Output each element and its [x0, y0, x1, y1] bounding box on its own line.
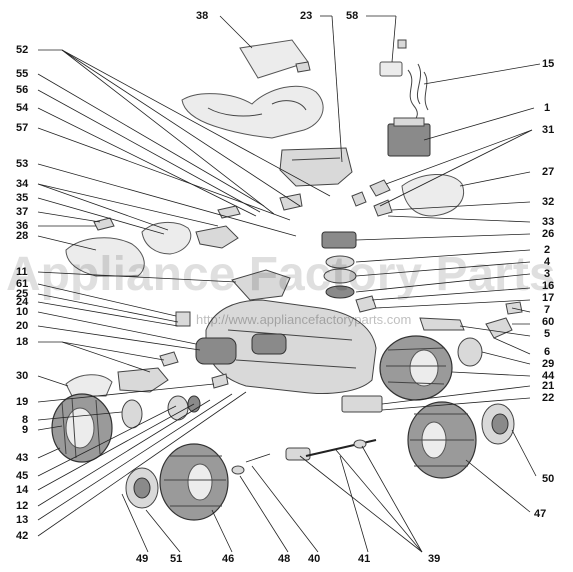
- callout-28: 28: [16, 230, 28, 242]
- headlight-shroud: [401, 173, 464, 217]
- callout-17: 17: [542, 292, 554, 304]
- callout-40: 40: [308, 553, 320, 565]
- callout-54: 54: [16, 102, 29, 114]
- callout-27: 27: [542, 166, 554, 178]
- callout-7: 7: [544, 304, 550, 316]
- callout-42: 42: [16, 530, 28, 542]
- callout-60: 60: [542, 316, 554, 328]
- battery: [387, 123, 431, 157]
- callout-labels: 38 23 58 15 1 31 27 32 33 26 2 4 3 16 17…: [16, 10, 555, 565]
- main-chassis: [205, 299, 377, 394]
- callout-31: 31: [542, 124, 554, 136]
- callout-57: 57: [16, 122, 28, 134]
- callout-15: 15: [542, 58, 554, 70]
- callout-41: 41: [358, 553, 370, 565]
- callout-21: 21: [542, 380, 554, 392]
- callout-9: 9: [22, 424, 28, 436]
- left-rear-fender: [141, 222, 192, 255]
- callout-55: 55: [16, 68, 28, 80]
- callout-2: 2: [544, 244, 550, 256]
- callout-6: 6: [544, 346, 550, 358]
- callout-19: 19: [16, 396, 28, 408]
- callout-10: 10: [16, 306, 28, 318]
- callout-45: 45: [16, 470, 28, 482]
- parts-illustration: [51, 39, 523, 521]
- lower-left-tire: [159, 443, 229, 521]
- switch-part: [379, 61, 403, 77]
- front-right-tire: [379, 335, 453, 401]
- callout-14: 14: [16, 484, 29, 496]
- callout-5: 5: [544, 328, 550, 340]
- callout-23: 23: [300, 10, 312, 22]
- seat-bracket: [295, 61, 311, 73]
- switch-plug: [397, 39, 407, 49]
- callout-29: 29: [542, 358, 554, 370]
- callout-11: 11: [16, 266, 28, 278]
- watermark-brand: Appliance Factory Parts: [6, 248, 556, 301]
- callout-39: 39: [428, 553, 440, 565]
- seat-bracket-plate: [341, 395, 383, 413]
- callout-46: 46: [222, 553, 234, 565]
- callout-44: 44: [542, 370, 555, 382]
- left-fender-side: [195, 225, 239, 249]
- callout-24: 24: [16, 296, 29, 308]
- callout-13: 13: [16, 514, 28, 526]
- callout-53: 53: [16, 158, 28, 170]
- lower-right-tire: [407, 401, 477, 479]
- leader-lines: [37, 15, 541, 553]
- callout-20: 20: [16, 320, 28, 332]
- rear-axle: [285, 447, 311, 461]
- callout-37: 37: [16, 206, 28, 218]
- watermark-url: http://www.appliancefactoryparts.com: [196, 312, 411, 327]
- motor-housing: [321, 231, 357, 249]
- callout-35: 35: [16, 192, 28, 204]
- callout-61: 61: [16, 278, 28, 290]
- callout-50: 50: [542, 473, 554, 485]
- callout-3: 3: [544, 268, 550, 280]
- callout-1: 1: [544, 102, 550, 114]
- callout-49: 49: [136, 553, 148, 565]
- callout-36: 36: [16, 220, 28, 232]
- callout-48: 48: [278, 553, 290, 565]
- rear-left-tire: [51, 393, 113, 463]
- callout-25: 25: [16, 288, 28, 300]
- callout-52: 52: [16, 44, 28, 56]
- dash-cover: [231, 269, 291, 301]
- callout-8: 8: [22, 414, 28, 426]
- callout-12: 12: [16, 500, 28, 512]
- callout-38: 38: [196, 10, 208, 22]
- callout-18: 18: [16, 336, 28, 348]
- callout-22: 22: [542, 392, 554, 404]
- callout-58: 58: [346, 10, 358, 22]
- callout-43: 43: [16, 452, 28, 464]
- callout-30: 30: [16, 370, 28, 382]
- handlebar: [419, 317, 465, 331]
- callout-33: 33: [542, 216, 554, 228]
- rear-cover: [65, 374, 113, 397]
- rear-bracket: [117, 367, 169, 393]
- callout-34: 34: [16, 178, 29, 190]
- seat-frame: [279, 147, 353, 187]
- callout-16: 16: [542, 280, 554, 292]
- callout-32: 32: [542, 196, 554, 208]
- callout-56: 56: [16, 84, 28, 96]
- front-fender: [181, 85, 324, 139]
- callout-26: 26: [542, 228, 554, 240]
- callout-4: 4: [544, 256, 551, 268]
- callout-47: 47: [534, 508, 546, 520]
- callout-51: 51: [170, 553, 182, 565]
